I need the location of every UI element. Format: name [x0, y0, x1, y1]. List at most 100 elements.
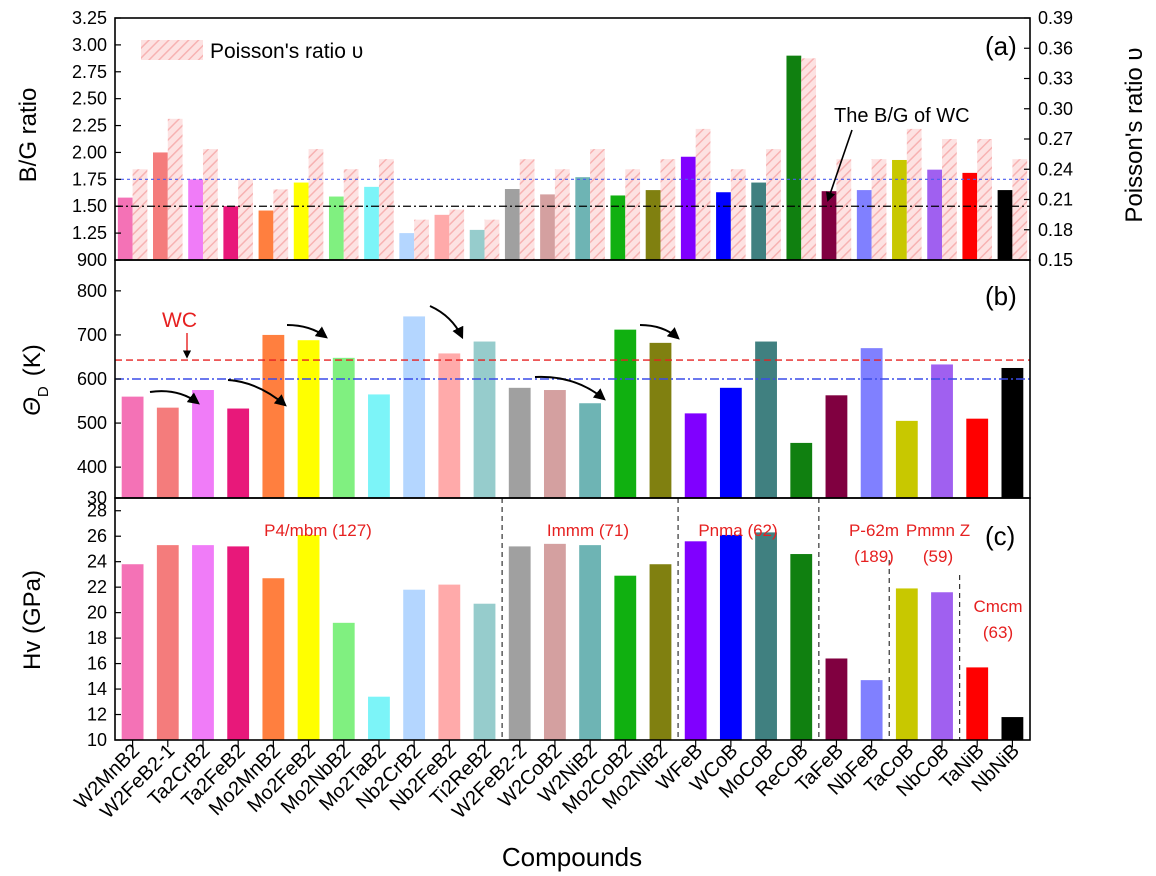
- y-tick-label: 28: [87, 501, 107, 521]
- tick-labels-layer: 900 1.25 1.50 1.75 2.00 2.25 2.50 2.75 3.00 3.25 0…: [70, 8, 1073, 823]
- bg-ratio-bar: [434, 214, 450, 260]
- bg-ratio-bar: [117, 197, 133, 260]
- bg-ratio-bar: [293, 182, 309, 260]
- debye-temperature-bar: [895, 420, 918, 498]
- debye-temperature-bar: [332, 357, 355, 498]
- space-group-label-line: Cmcm: [973, 597, 1022, 616]
- hardness-bar: [227, 546, 250, 740]
- curved-arrow: [149, 390, 200, 405]
- poisson-ratio-bar: [202, 149, 218, 260]
- y-tick-label: 2.00: [72, 142, 107, 162]
- debye-temperature-bar: [755, 341, 777, 498]
- bg-ratio-bar: [188, 179, 203, 260]
- hardness-bar: [121, 564, 144, 740]
- bg-ratio-bar: [927, 169, 943, 260]
- y-tick-label: 14: [87, 679, 107, 699]
- debye-temperature-bar: [931, 364, 953, 498]
- debye-temperature-bar: [649, 342, 672, 498]
- y-tick-label: 700: [77, 325, 107, 345]
- hardness-bar: [719, 534, 742, 740]
- space-group-label: Cmcm (63): [973, 597, 1022, 642]
- bg-ratio-bar: [892, 159, 907, 260]
- debye-temperature-bar: [227, 408, 250, 498]
- debye-temperature-bar: [438, 353, 461, 498]
- bg-ratio-bar: [716, 192, 731, 260]
- curved-arrow: [534, 375, 606, 401]
- y-tick-label: 18: [87, 628, 107, 648]
- bg-ratio-bar: [680, 156, 696, 260]
- y-tick-label: 12: [87, 705, 107, 725]
- hardness-bar: [297, 534, 320, 740]
- hardness-bar: [332, 622, 355, 740]
- y2-tick-label: 0.39: [1038, 8, 1073, 28]
- y-tick-label: 3.00: [72, 35, 107, 55]
- poisson-ratio-bar: [660, 159, 676, 260]
- y-tick-label: 3.25: [72, 8, 107, 28]
- space-group-label-line: P-62m: [849, 521, 899, 540]
- panel-c-frame: [114, 497, 1031, 741]
- bg-ratio-bar: [504, 189, 520, 260]
- space-group-label-line: Pmmn Z: [906, 521, 970, 540]
- panel-a-y2label: Poisson's ratio υ: [1121, 47, 1148, 222]
- wc-label: WC: [162, 309, 197, 332]
- bg-ratio-bar: [575, 177, 591, 260]
- debye-temperature-bar: [156, 407, 179, 498]
- hardness-bar: [403, 589, 426, 740]
- hardness-bar: [1001, 717, 1024, 740]
- y-tick-label: 26: [87, 526, 107, 546]
- panel-b-ylabel: ΘD (K): [19, 344, 52, 416]
- debye-temperature-bar: [614, 329, 637, 498]
- y2-tick-label: 0.36: [1038, 38, 1073, 58]
- space-group-label: P-62m (189): [849, 521, 899, 566]
- poisson-ratio-bar: [343, 169, 359, 260]
- space-group-label-line: Pnma (62): [698, 521, 777, 540]
- hardness-bar: [614, 575, 637, 740]
- y2-tick-label: 0.18: [1038, 220, 1073, 240]
- theta-symbol: Θ: [19, 397, 46, 416]
- space-group-label: P4/mbm (127): [264, 521, 372, 540]
- annotation-arrow: [825, 129, 853, 202]
- space-group-label-line: (189): [854, 547, 894, 566]
- debye-temperature-bar: [1001, 367, 1024, 498]
- y-tick-label: 20: [87, 603, 107, 623]
- poisson-ratio-bar: [519, 159, 535, 260]
- bg-ratio-bar: [328, 196, 344, 260]
- poisson-ratio-bar: [132, 169, 148, 260]
- hardness-bar: [579, 545, 602, 740]
- space-group-label-line: Immm (71): [547, 521, 629, 540]
- space-group-label: Immm (71): [547, 521, 629, 540]
- debye-temperature-bar: [473, 341, 496, 498]
- hardness-bar: [755, 532, 777, 740]
- y-tick-label: 10: [87, 730, 107, 750]
- poisson-ratio-bar: [871, 159, 887, 260]
- y-tick-label: 2.25: [72, 116, 107, 136]
- panel-c-ylabel: Hv (GPa): [19, 570, 46, 670]
- debye-temperature-bar: [121, 396, 144, 498]
- debye-temperature-bar: [790, 442, 813, 498]
- bg-ratio-bar: [540, 194, 555, 260]
- hardness-bar: [156, 545, 179, 740]
- bg-ratio-bar: [962, 172, 978, 260]
- debye-temperature-bar: [825, 395, 848, 498]
- y-tick-label: 24: [87, 552, 107, 572]
- bg-ratio-bar: [399, 233, 415, 260]
- debye-temperature-bar: [719, 387, 742, 498]
- poisson-ratio-bar: [977, 139, 992, 260]
- space-group-label: Pnma (62): [698, 521, 777, 540]
- hardness-bar: [825, 658, 848, 740]
- hardness-bar: [473, 603, 496, 740]
- space-group-label: Pmmn Z (59): [906, 521, 970, 566]
- debye-temperature-bar: [297, 340, 320, 498]
- bg-ratio-bar: [364, 186, 379, 260]
- poisson-ratio-bar: [308, 149, 324, 260]
- poisson-ratio-bar: [590, 149, 605, 260]
- panel-b-label: (b): [985, 281, 1017, 311]
- poisson-ratio-bar: [554, 169, 570, 260]
- bg-ratio-bar: [469, 229, 485, 260]
- y-tick-label: 600: [77, 369, 107, 389]
- space-group-label-line: P4/mbm (127): [264, 521, 372, 540]
- debye-temperature-bar: [368, 394, 390, 498]
- poisson-ratio-bar: [942, 139, 957, 260]
- y2-tick-label: 0.33: [1038, 69, 1073, 89]
